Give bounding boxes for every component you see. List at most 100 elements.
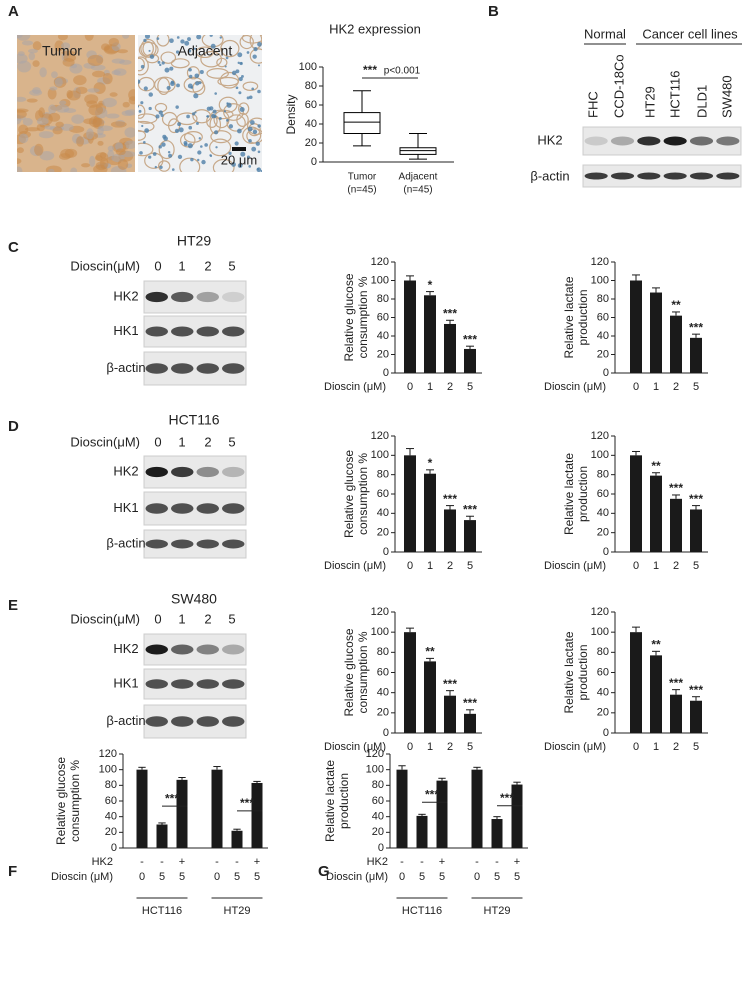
row-value: + bbox=[254, 856, 260, 868]
box bbox=[343, 112, 381, 134]
y-axis-label: consumption % bbox=[68, 760, 82, 842]
significance: *** bbox=[165, 791, 179, 805]
band bbox=[196, 466, 219, 478]
y-tick-label: 80 bbox=[597, 646, 609, 658]
nucleus bbox=[191, 112, 196, 116]
y-tick-label: 120 bbox=[371, 606, 389, 618]
y-tick-label: 120 bbox=[371, 430, 389, 442]
nucleus bbox=[169, 38, 174, 44]
x-tick-label: 0 bbox=[214, 871, 220, 883]
bar bbox=[424, 473, 436, 552]
nucleus bbox=[206, 106, 211, 111]
nucleus bbox=[194, 73, 200, 79]
y-tick-label: 40 bbox=[597, 330, 609, 342]
nucleus bbox=[248, 138, 252, 143]
x-axis-label: Dioscin (μM) bbox=[326, 871, 388, 883]
bar bbox=[444, 323, 456, 373]
nucleus bbox=[237, 61, 240, 65]
nucleus bbox=[140, 101, 144, 105]
cell bbox=[44, 125, 55, 130]
lane-label: 0 bbox=[154, 258, 161, 273]
nucleus bbox=[239, 61, 243, 66]
band bbox=[196, 291, 219, 303]
significance: ** bbox=[651, 459, 661, 473]
band bbox=[145, 466, 168, 478]
band bbox=[145, 291, 168, 303]
nucleus bbox=[234, 141, 239, 146]
cell bbox=[39, 67, 47, 78]
significance: *** bbox=[463, 332, 477, 346]
bar bbox=[136, 769, 148, 848]
y-axis-label: production bbox=[337, 773, 351, 829]
blot-box bbox=[582, 126, 742, 156]
x-axis-label: Dioscin (μM) bbox=[324, 741, 386, 753]
cell bbox=[97, 140, 104, 146]
band bbox=[584, 136, 608, 146]
y-axis-label: production bbox=[576, 466, 590, 522]
x-tick-label: 5 bbox=[514, 871, 520, 883]
lane-label: 5 bbox=[228, 611, 235, 626]
significance: *** bbox=[463, 696, 477, 710]
cell bbox=[22, 118, 33, 126]
image-label: Tumor bbox=[42, 43, 82, 59]
cell bbox=[26, 98, 38, 103]
cell bbox=[24, 127, 40, 132]
gland bbox=[140, 38, 157, 58]
bar bbox=[471, 769, 483, 848]
nucleus bbox=[158, 110, 163, 115]
x-tick-label: 5 bbox=[254, 871, 260, 883]
nucleus bbox=[152, 152, 157, 156]
band bbox=[222, 539, 245, 549]
y-axis-label: Relative glucose bbox=[54, 757, 68, 845]
row-label: HK2 bbox=[537, 132, 562, 147]
nucleus bbox=[194, 111, 197, 114]
lane-label: 2 bbox=[204, 611, 211, 626]
nucleus bbox=[210, 154, 213, 158]
gland bbox=[138, 129, 147, 141]
bar bbox=[464, 348, 476, 373]
gland bbox=[219, 71, 240, 89]
cell bbox=[128, 96, 135, 105]
band bbox=[222, 503, 245, 514]
gland bbox=[179, 157, 201, 172]
cell bbox=[49, 86, 58, 91]
group-label: HT29 bbox=[484, 905, 511, 917]
cell bbox=[17, 108, 29, 113]
bar bbox=[670, 694, 682, 733]
cell bbox=[107, 145, 115, 152]
nucleus bbox=[238, 76, 243, 82]
x-axis-label: Dioscin (μM) bbox=[544, 741, 606, 753]
group-label: HCT116 bbox=[142, 905, 182, 917]
y-tick-label: 100 bbox=[99, 764, 117, 776]
lane-label: 2 bbox=[204, 434, 211, 449]
x-tick-label: 5 bbox=[439, 871, 445, 883]
row-value: - bbox=[215, 856, 219, 868]
band bbox=[222, 291, 245, 303]
nucleus bbox=[226, 118, 229, 122]
nucleus bbox=[187, 37, 191, 41]
cell bbox=[110, 121, 127, 128]
cell bbox=[52, 126, 63, 135]
y-tick-label: 60 bbox=[597, 311, 609, 323]
gland bbox=[138, 113, 158, 124]
cell bbox=[117, 159, 129, 170]
cell bbox=[76, 136, 85, 147]
nucleus bbox=[251, 146, 257, 152]
cell bbox=[54, 77, 63, 87]
cell bbox=[84, 35, 94, 41]
y-tick-label: 120 bbox=[366, 748, 384, 760]
cell bbox=[98, 125, 113, 131]
nucleus bbox=[257, 124, 261, 128]
nucleus bbox=[143, 38, 147, 43]
nucleus bbox=[198, 137, 201, 140]
gland bbox=[183, 76, 205, 93]
gland bbox=[212, 158, 235, 172]
significance: * bbox=[428, 456, 433, 470]
y-axis-label: consumption % bbox=[356, 276, 370, 358]
nucleus bbox=[240, 151, 246, 157]
band bbox=[171, 363, 194, 374]
band bbox=[222, 716, 245, 727]
gland bbox=[186, 66, 200, 80]
cell bbox=[61, 42, 71, 50]
